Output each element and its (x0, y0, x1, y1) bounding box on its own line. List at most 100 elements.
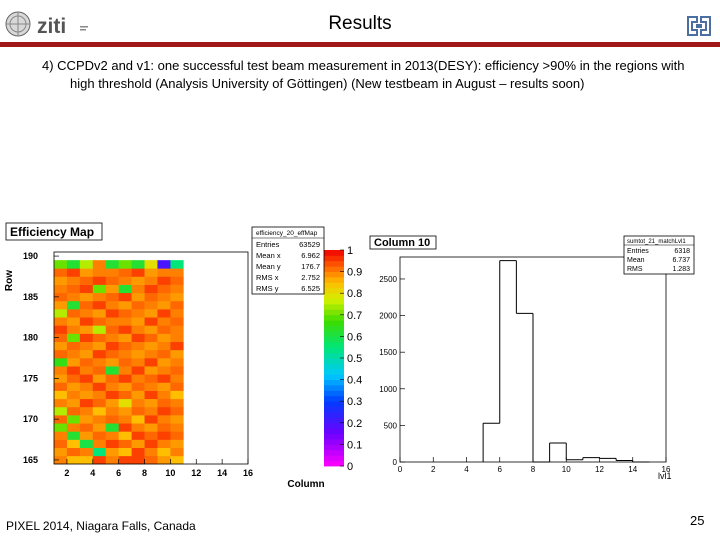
color-scale-tick-label: 1 (347, 245, 353, 257)
heatmap-cell (79, 317, 94, 326)
histogram-stat-label: RMS (627, 266, 643, 273)
heatmap-cell (105, 447, 119, 457)
heatmap-stat-label: RMS x (256, 273, 279, 282)
heatmap-cell (144, 341, 158, 351)
heatmap-cell (92, 341, 107, 351)
heatmap-cell (105, 309, 119, 318)
heatmap-cell (105, 415, 119, 424)
heatmap-cell (92, 317, 107, 326)
heatmap-cell (131, 309, 145, 318)
color-scale-segment (324, 439, 344, 445)
heatmap-cell (118, 333, 132, 342)
page-number: 25 (690, 513, 705, 528)
heatmap-cell (131, 431, 145, 440)
color-scale-tick-label: 0.3 (347, 396, 362, 408)
heatmap-stats-box: efficiency_20_effMap Entries 63529 Mean x 6… (251, 226, 325, 295)
heatmap-cell (118, 300, 132, 310)
heatmap-cell (92, 406, 107, 416)
heatmap-cell (144, 415, 158, 424)
heatmap-cell (105, 349, 119, 359)
color-scale-segment (324, 304, 344, 310)
heatmap-cell (170, 300, 184, 310)
heatmap-cell (118, 382, 132, 391)
color-scale-segment (324, 293, 344, 299)
color-scale-tick-label: 0.2 (347, 418, 362, 430)
heatmap-cell (66, 447, 81, 457)
heatmap-cell (66, 284, 81, 294)
heatmap-cell (79, 309, 94, 318)
heatmap-cell (118, 431, 132, 440)
heatmap-cell (118, 284, 132, 294)
heatmap-cell (92, 268, 107, 277)
heatmap-cell (170, 439, 184, 448)
ziti-logo-icon: ziti (5, 11, 88, 38)
heatmap-cell (170, 349, 184, 359)
heatmap-cell (157, 455, 171, 465)
color-scale-segment (324, 412, 344, 418)
heatmap-cell (92, 276, 107, 285)
heatmap-cell (157, 358, 171, 367)
heatmap-cell (54, 431, 68, 440)
heatmap-x-tick-label: 12 (191, 468, 201, 478)
heatmap-cell (144, 423, 158, 432)
heatmap-cell (54, 358, 68, 367)
heatmap-cell (157, 398, 171, 408)
heatmap-cell (118, 406, 132, 416)
heatmap-cell (105, 300, 119, 310)
color-scale-segment (324, 298, 344, 305)
heatmap-cell (54, 390, 68, 400)
histogram-x-tick-label: 8 (531, 465, 536, 474)
color-scale-tick-label: 0.4 (347, 375, 362, 387)
heatmap-cell (157, 292, 171, 302)
heatmap-cell (144, 268, 158, 277)
heatmap-cell (170, 398, 184, 408)
heatmap-cell (66, 398, 81, 408)
heatmap-cell (66, 300, 81, 310)
logo-text: ziti (37, 15, 66, 38)
heatmap-cell (131, 268, 145, 277)
color-scale-segment (324, 260, 344, 267)
color-scale-segment (324, 363, 344, 370)
heatmap-cell (144, 260, 158, 269)
heatmap-cell (131, 374, 145, 383)
heatmap-xlabel: Column (287, 479, 324, 490)
heatmap-cell (79, 366, 94, 375)
heatmap-cell (79, 455, 94, 465)
heatmap-cell (105, 358, 119, 367)
institute-logo (686, 14, 712, 43)
heatmap-cell (79, 349, 94, 359)
heatmap-cell (144, 349, 158, 359)
heatmap-cell (79, 398, 94, 408)
heatmap-cell (66, 439, 81, 448)
heatmap-cell (92, 284, 107, 294)
heatmap-cell (105, 439, 119, 448)
color-scale-segment (324, 325, 344, 332)
heatmap-cell (105, 276, 119, 285)
heatmap-cell (131, 366, 145, 375)
heatmap-cell (170, 374, 184, 383)
heatmap-cell (118, 455, 132, 465)
heatmap-cell (157, 390, 171, 400)
heatmap-cell (170, 366, 184, 375)
color-scale-segment (324, 390, 344, 397)
heatmap-cell (92, 390, 107, 400)
heatmap-cell (66, 268, 81, 277)
heatmap-cell (54, 325, 68, 334)
heatmap-cell (54, 309, 68, 318)
color-scale-tick-label: 0.9 (347, 267, 362, 279)
heatmap-x-tick-label: 4 (90, 468, 95, 478)
heatmap-cell (92, 309, 107, 318)
color-scale-segment (324, 374, 344, 380)
heatmap-cell (144, 431, 158, 440)
histogram-x-tick-label: 12 (595, 465, 604, 474)
heatmap-cell (170, 317, 184, 326)
heatmap-cell (131, 333, 145, 342)
heatmap-cell (79, 284, 94, 294)
histogram-y-tick-label: 500 (384, 421, 398, 430)
heatmap-cell (157, 382, 171, 391)
heatmap-cell (157, 260, 171, 269)
heatmap-cell (79, 333, 94, 342)
heatmap-cell (170, 382, 184, 391)
heatmap-cell (66, 366, 81, 375)
color-scale-segment (324, 341, 344, 348)
